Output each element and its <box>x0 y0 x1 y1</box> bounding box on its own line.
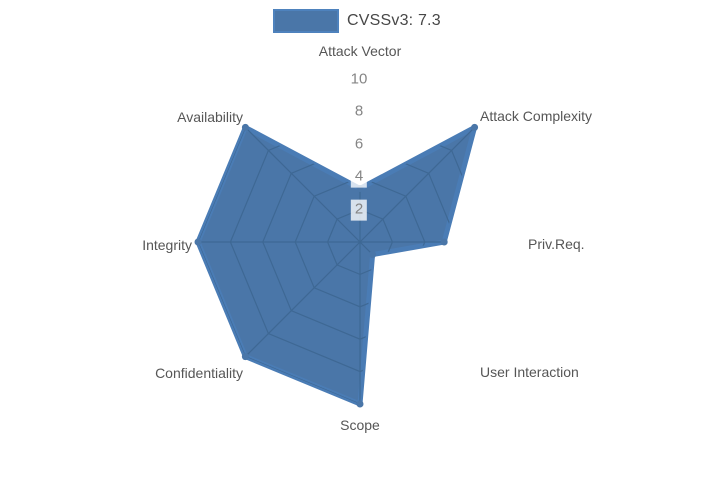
series-marker <box>356 400 364 408</box>
radial-tick-label: 4 <box>350 166 368 188</box>
axis-label-attack-vector: Attack Vector <box>318 43 402 59</box>
axis-label-availability: Availability <box>177 109 243 125</box>
axis-label-attack-complexity: Attack Complexity <box>480 108 593 124</box>
legend-item-cvssv3[interactable]: CVSSv3: 7.3 <box>273 9 441 33</box>
legend-label: CVSSv3: 7.3 <box>347 12 441 29</box>
series-marker <box>194 238 202 246</box>
series-marker <box>369 251 377 259</box>
radial-tick-label: 8 <box>350 101 368 123</box>
axis-label-confidentiality: Confidentiality <box>155 365 243 381</box>
legend-swatch <box>273 9 339 33</box>
radial-tick-label: 6 <box>350 134 368 156</box>
axis-label-priv-req: Priv.Req. <box>528 236 585 252</box>
series-marker <box>440 238 448 246</box>
axis-label-integrity: Integrity <box>142 237 192 253</box>
radial-tick-label: 10 <box>346 69 372 91</box>
axis-label-scope: Scope <box>340 417 380 433</box>
series-marker <box>471 123 479 131</box>
series-marker <box>241 353 249 361</box>
radial-tick-label: 2 <box>350 199 368 221</box>
series-marker <box>241 123 249 131</box>
axis-label-user-interaction: User Interaction <box>480 364 579 380</box>
